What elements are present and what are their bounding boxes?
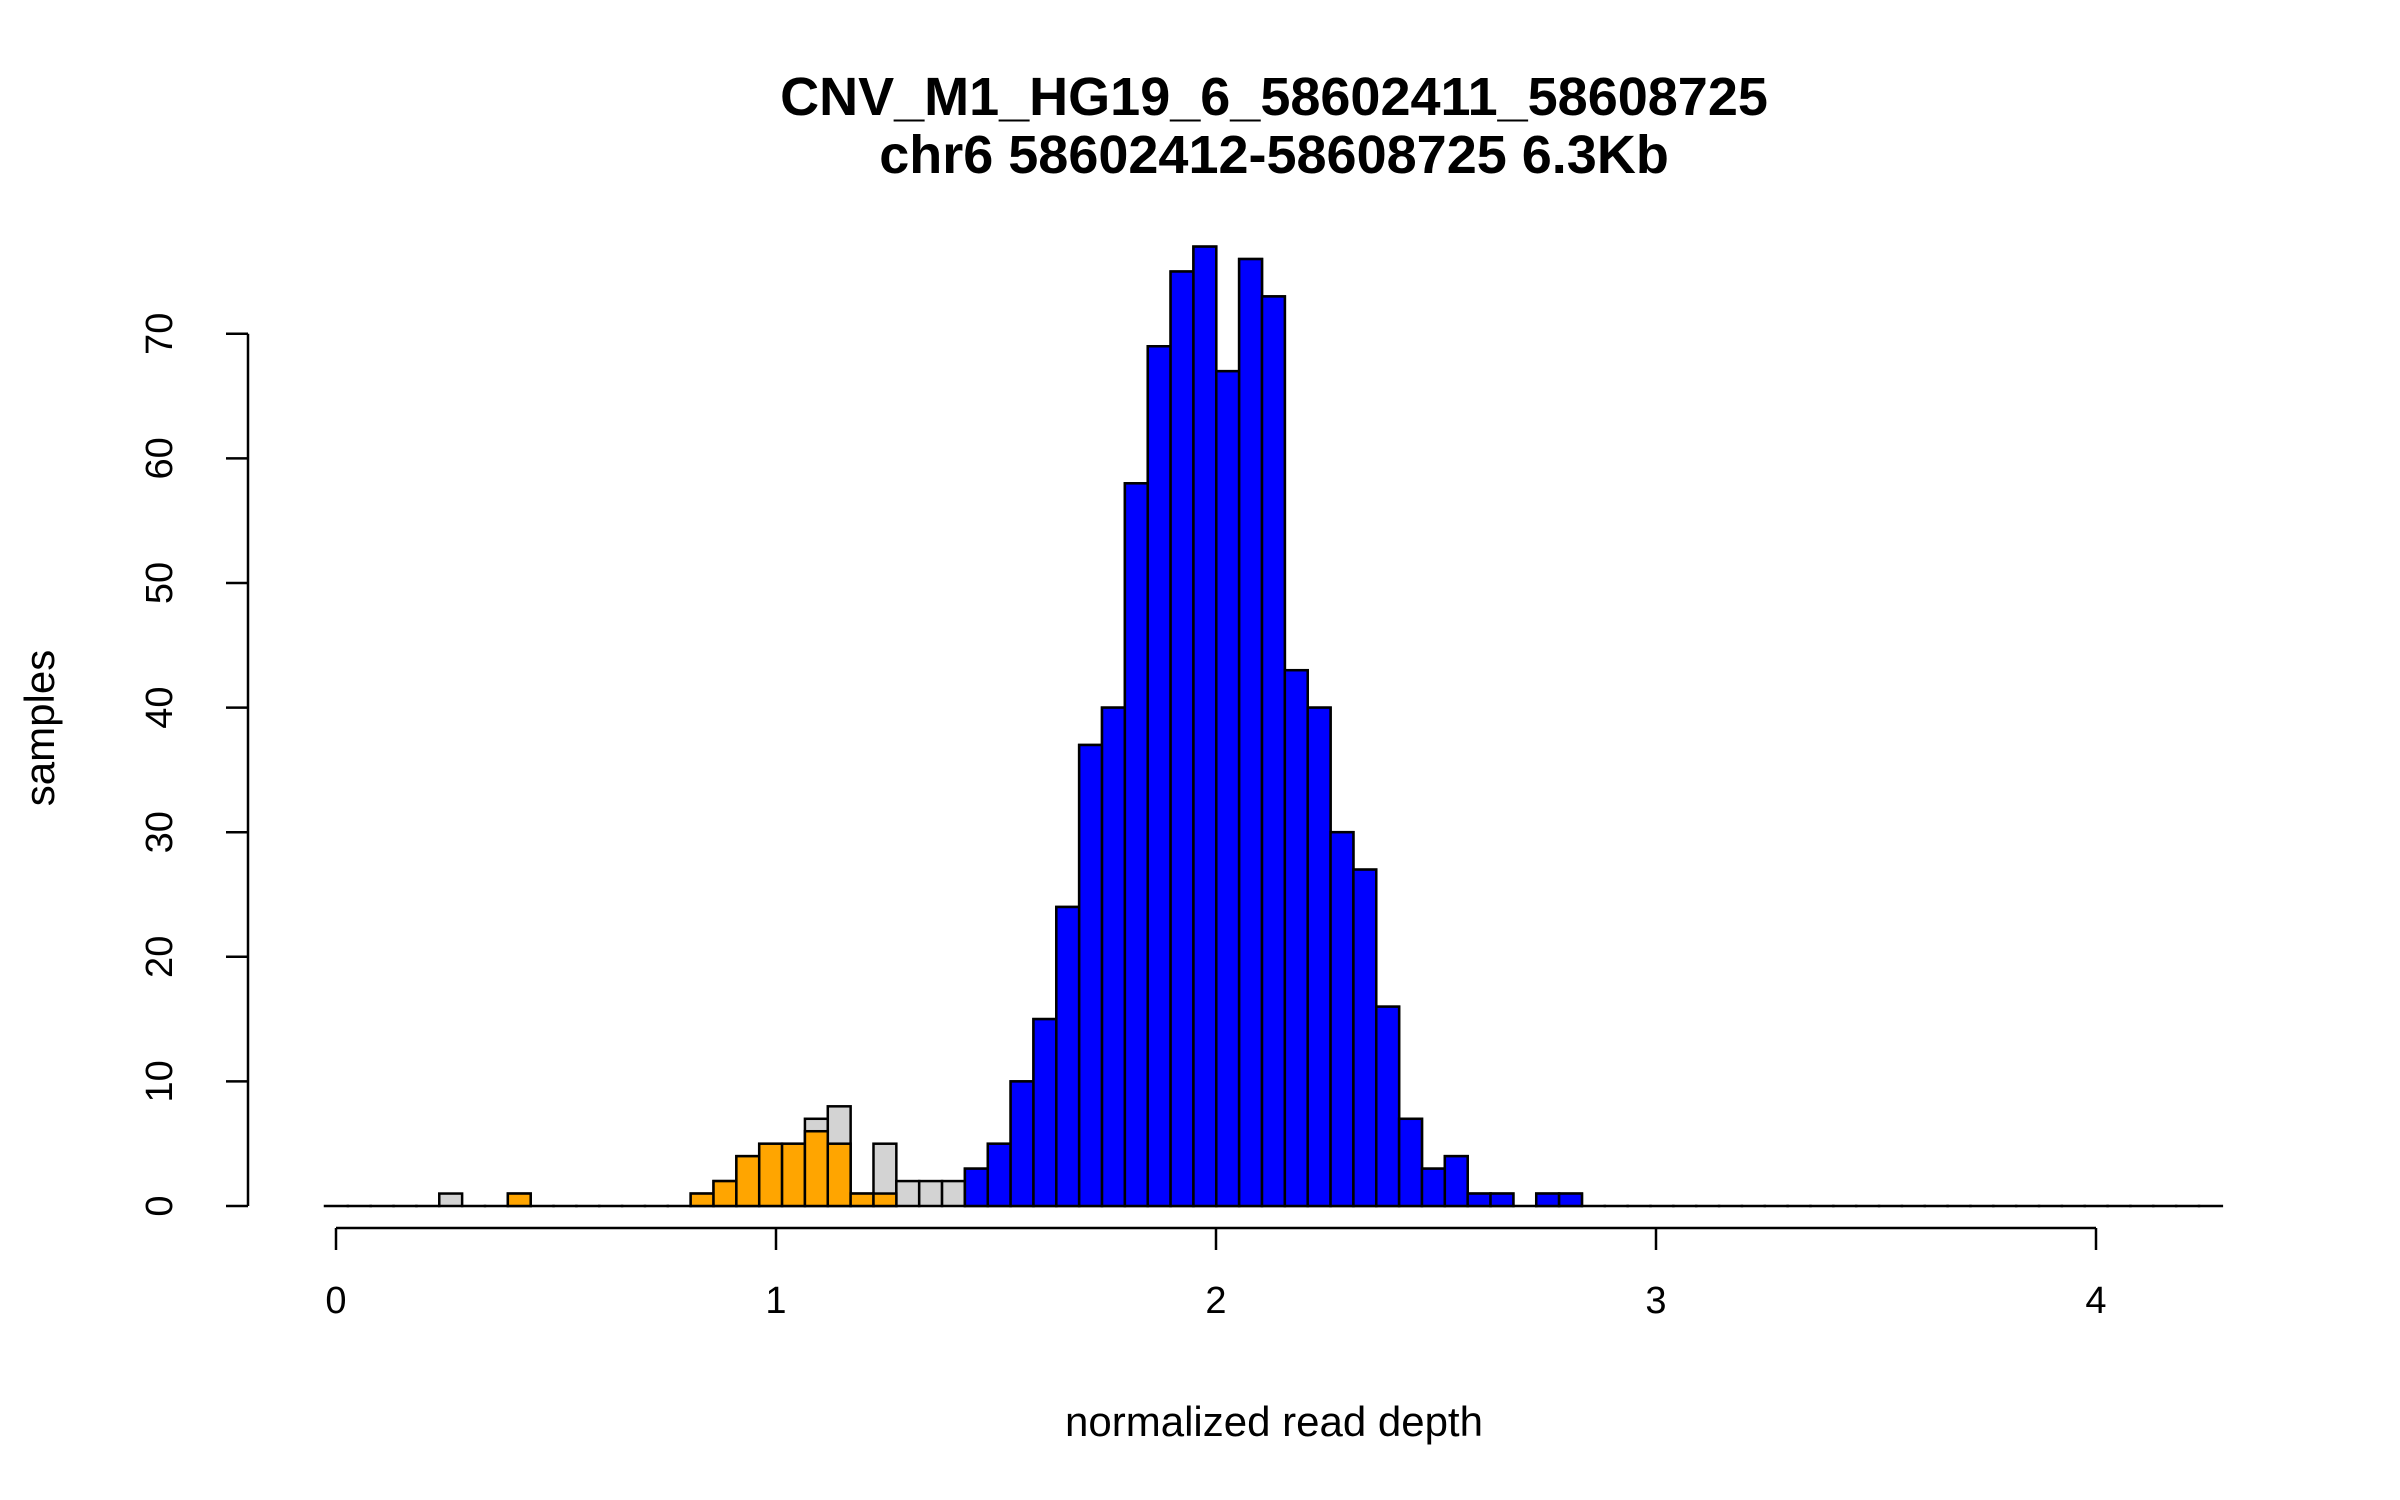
bars xyxy=(323,245,2224,1208)
histogram-bar-deletion xyxy=(506,1192,532,1208)
histogram-bar-normal xyxy=(1260,295,1287,1208)
x-axis: 0 1 2 3 4 xyxy=(325,1226,2107,1322)
histogram-bar-normal xyxy=(1009,1080,1035,1208)
histogram-bar-deletion xyxy=(872,1192,898,1208)
histogram-bar-normal xyxy=(1397,1117,1424,1208)
histogram-bar-normal xyxy=(1375,1005,1401,1208)
histogram-bar-deletion xyxy=(757,1142,784,1208)
histogram-bar-normal xyxy=(1123,482,1149,1208)
histogram-bar-normal xyxy=(1032,1017,1058,1208)
histogram-bar-normal xyxy=(963,1167,990,1208)
x-axis-label: normalized read depth xyxy=(1065,1398,1483,1445)
histogram-bar-normal xyxy=(1077,743,1104,1208)
y-tick-label: 50 xyxy=(139,562,181,604)
x-tick-label: 4 xyxy=(2085,1280,2106,1322)
histogram-bar-all-samples xyxy=(438,1192,464,1208)
y-tick-label: 70 xyxy=(139,313,181,355)
histogram-bar-normal xyxy=(1306,706,1332,1208)
histogram-bar-normal xyxy=(1237,257,1264,1208)
y-axis: 0 10 20 30 40 50 60 70 xyxy=(139,313,250,1217)
histogram-bar-normal xyxy=(1557,1192,1584,1208)
histogram-bar-normal xyxy=(1146,345,1172,1208)
histogram-bar-deletion xyxy=(803,1129,830,1208)
histogram-bar-normal xyxy=(1283,668,1309,1208)
y-axis-label: samples xyxy=(16,650,63,806)
histogram-bar-normal xyxy=(1466,1192,1492,1208)
histogram-bar-normal xyxy=(1420,1167,1447,1208)
histogram-bar-normal xyxy=(1329,830,1355,1208)
histogram-bar-normal xyxy=(1352,868,1378,1208)
histogram-bar-deletion xyxy=(849,1192,875,1208)
histogram-bar-normal xyxy=(1443,1154,1469,1208)
histogram-bar-all-samples xyxy=(917,1179,944,1208)
y-tick-label: 30 xyxy=(139,811,181,853)
x-tick-label: 2 xyxy=(1205,1280,1226,1322)
histogram-bar-all-samples xyxy=(895,1179,921,1208)
y-tick-label: 10 xyxy=(139,1060,181,1102)
histogram-bar-deletion xyxy=(826,1142,852,1208)
histogram-bar-deletion xyxy=(735,1154,761,1208)
chart-subtitle: chr6 58602412-58608725 6.3Kb xyxy=(879,125,1669,185)
histogram-bar-normal xyxy=(1215,369,1241,1208)
histogram-bar-all-samples xyxy=(940,1179,967,1208)
x-tick-label: 3 xyxy=(1645,1280,1666,1322)
histogram-bar-deletion xyxy=(689,1192,715,1208)
y-tick-label: 60 xyxy=(139,437,181,479)
histogram-bar-normal xyxy=(1192,245,1218,1208)
y-tick-label: 20 xyxy=(139,936,181,978)
chart-title: CNV_M1_HG19_6_58602411_58608725 xyxy=(780,67,1768,127)
histogram-bar-normal xyxy=(1055,905,1081,1208)
histogram-bar-normal xyxy=(1169,270,1195,1208)
y-tick-label: 40 xyxy=(139,686,181,728)
y-tick-label: 0 xyxy=(139,1195,181,1216)
histogram-bar-normal xyxy=(1489,1192,1515,1208)
histogram-bar-deletion xyxy=(780,1142,807,1208)
histogram-bar-normal xyxy=(1534,1192,1561,1208)
histogram-bar-normal xyxy=(1100,706,1127,1208)
x-tick-label: 1 xyxy=(765,1280,786,1322)
histogram-bar-deletion xyxy=(712,1179,738,1208)
x-tick-label: 0 xyxy=(325,1280,346,1322)
histogram-bar-normal xyxy=(986,1142,1012,1208)
